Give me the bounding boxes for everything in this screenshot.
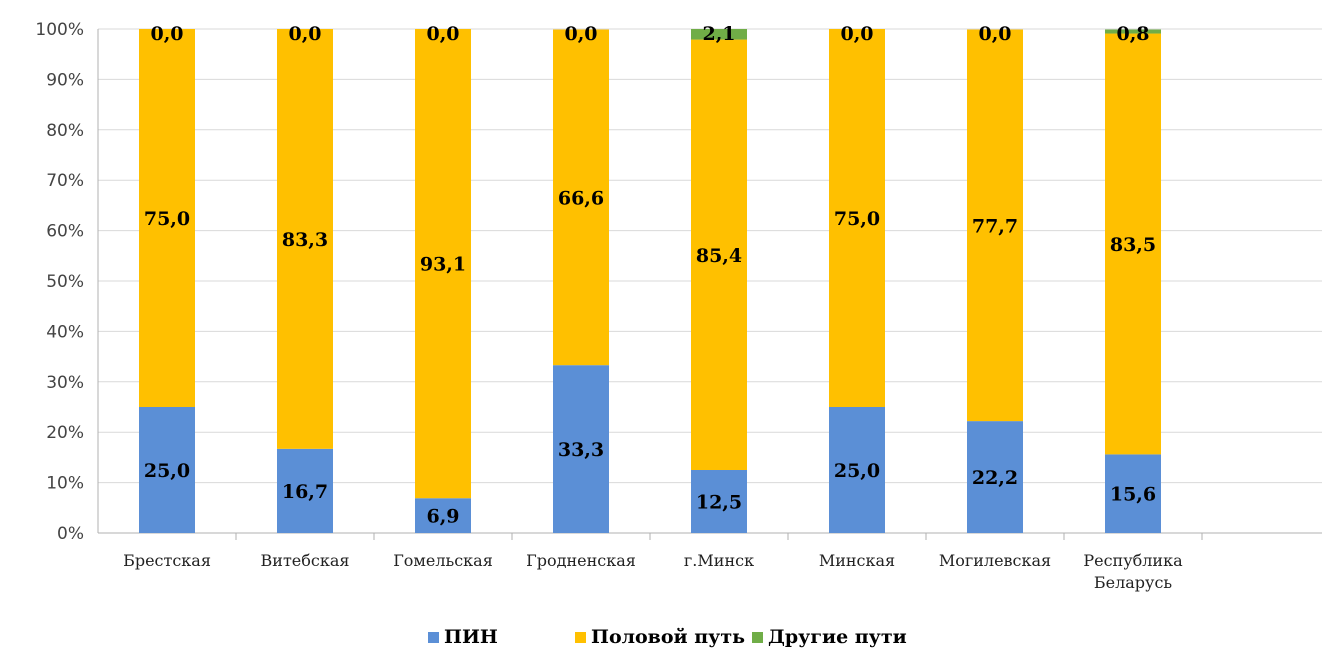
y-tick-label: 10% (46, 474, 84, 494)
bar-segment (829, 407, 885, 533)
bar-segment (1105, 33, 1161, 455)
bar-segment (139, 29, 195, 407)
bar-segment (553, 29, 609, 366)
bar-segment (691, 39, 747, 471)
y-tick-label: 70% (46, 171, 84, 191)
y-tick-label: 40% (46, 322, 84, 342)
data-label: 83,5 (1110, 234, 1156, 256)
legend-item-label: Другие пути (768, 626, 907, 648)
bar-segment (691, 29, 747, 40)
data-label: 0,0 (978, 23, 1011, 45)
x-category-label: Минская (819, 551, 895, 570)
bar-segment (277, 29, 333, 449)
data-label: 0,0 (840, 23, 873, 45)
x-category-label: Республика (1083, 551, 1183, 570)
legend: ПИН Половой путь Другие пути (428, 626, 907, 648)
y-tick-label: 80% (46, 121, 84, 141)
y-tick-label: 20% (46, 423, 84, 443)
data-label: 77,7 (972, 215, 1018, 237)
bar-segment (139, 407, 195, 533)
data-label: 66,6 (558, 187, 604, 209)
data-label: 93,1 (420, 254, 466, 276)
data-label: 12,5 (696, 492, 742, 514)
y-tick-label: 30% (46, 373, 84, 393)
x-axis-category-labels: Брестская Витебская Гомельская Гродненская г… (123, 551, 1183, 592)
data-label: 15,6 (1110, 484, 1156, 506)
x-category-label: Брестская (123, 551, 211, 570)
data-label: 2,1 (702, 23, 735, 45)
x-category-label: Гомельская (393, 551, 493, 570)
legend-item-label: Половой путь (591, 626, 745, 648)
data-label: 25,0 (834, 460, 880, 482)
data-label: 22,2 (972, 467, 1018, 489)
y-tick-label: 90% (46, 70, 84, 90)
y-tick-label: 50% (46, 272, 84, 292)
data-label: 0,0 (288, 23, 321, 45)
legend-swatch (575, 632, 586, 643)
data-label: 83,3 (282, 229, 328, 251)
data-label: 0,0 (150, 23, 183, 45)
bar-segment (415, 498, 471, 533)
x-category-label: Могилевская (939, 551, 1051, 570)
data-label: 16,7 (282, 481, 328, 503)
data-label: 0,0 (426, 23, 459, 45)
bar-segment (415, 29, 471, 499)
x-category-label: г.Минск (684, 551, 754, 570)
bar-segment (967, 29, 1023, 422)
bar-segment (277, 448, 333, 533)
y-axis-tick-labels: 0% 10% 20% 30% 40% 50% 60% 70% 80% 90% 100% (35, 20, 84, 544)
data-label: 75,0 (834, 208, 880, 230)
y-tick-label: 60% (46, 222, 84, 242)
data-label: 6,9 (426, 506, 459, 528)
data-label: 25,0 (144, 460, 190, 482)
data-label: 0,8 (1116, 23, 1149, 45)
data-label: 33,3 (558, 439, 604, 461)
data-label: 0,0 (564, 23, 597, 45)
bar-segment (967, 421, 1023, 533)
y-tick-label: 0% (57, 524, 84, 544)
bar-segment (691, 470, 747, 533)
bars: 25,0 75,0 0,0 16,7 83,3 0,0 6,9 93,1 0,0 33,3 66,6… (139, 23, 1161, 533)
legend-item-label: ПИН (444, 626, 498, 648)
x-category-label: Гродненская (526, 551, 636, 570)
bar-segment (1105, 454, 1161, 533)
bar-segment (1105, 29, 1161, 34)
y-tick-label: 100% (35, 20, 84, 40)
bar-segment (829, 29, 885, 407)
legend-swatch (752, 632, 763, 643)
bar-segment (553, 365, 609, 533)
x-category-label: Витебская (261, 551, 350, 570)
data-label: 75,0 (144, 208, 190, 230)
legend-swatch (428, 632, 439, 643)
x-category-label: Беларусь (1094, 573, 1173, 592)
data-label: 85,4 (696, 245, 742, 267)
